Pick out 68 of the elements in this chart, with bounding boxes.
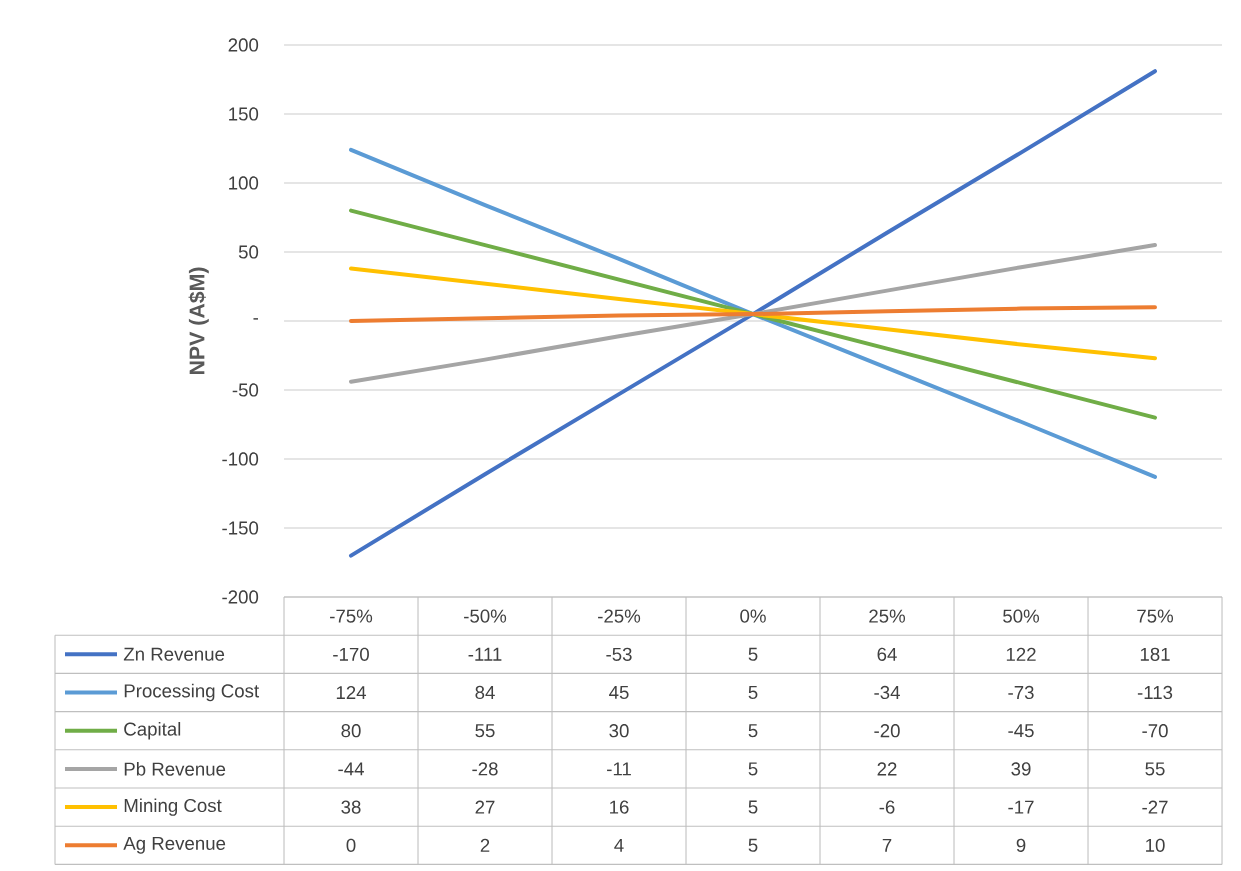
data-label: 5: [748, 647, 758, 661]
data-label: 55: [1145, 762, 1165, 776]
data-label: 38: [341, 800, 361, 814]
data-label: -27: [1142, 800, 1168, 814]
legend-label: Mining Cost: [124, 798, 222, 816]
data-label: 4: [614, 838, 624, 852]
line-series: [349, 243, 1157, 384]
data-label: 22: [877, 762, 897, 776]
data-label: 124: [336, 685, 367, 700]
data-label: 27: [475, 800, 495, 814]
data-label: 2: [480, 838, 490, 852]
data-label: 39: [1011, 762, 1031, 776]
data-label: -17: [1008, 800, 1034, 814]
y-tick-label: 200: [228, 38, 259, 52]
data-label: 5: [748, 685, 758, 700]
data-label: -20: [874, 724, 900, 738]
data-label: -11: [607, 762, 631, 776]
x-tick-label: 0%: [740, 609, 766, 623]
y-tick-label: -150: [222, 521, 259, 535]
y-tick-label: -200: [222, 590, 259, 604]
data-label: 0: [346, 838, 356, 852]
data-label: -45: [1008, 724, 1034, 738]
x-tick-label: 75%: [1137, 609, 1174, 623]
data-label: -28: [472, 762, 498, 776]
data-label: 5: [748, 800, 758, 814]
y-axis-title: NPV (A$M): [188, 267, 209, 375]
data-label: 45: [609, 685, 629, 700]
data-label: 7: [882, 838, 892, 852]
data-label: 5: [748, 762, 758, 776]
legend-label: Processing Cost: [124, 683, 260, 702]
data-label: 122: [1006, 647, 1036, 661]
data-label: 80: [341, 724, 361, 738]
x-tick-label: -75%: [330, 609, 373, 623]
y-tick-label: -50: [232, 383, 259, 397]
y-tick-label: 150: [229, 107, 259, 121]
data-label: 84: [475, 685, 495, 700]
legend-label: Pb Revenue: [124, 762, 226, 776]
data-label: -73: [1008, 685, 1034, 700]
legend-label: Capital: [124, 722, 181, 740]
data-label: -53: [606, 647, 632, 661]
data-label: 16: [610, 800, 629, 814]
data-label: 30: [609, 724, 629, 738]
data-label: 10: [1146, 838, 1165, 852]
x-tick-label: -50%: [464, 609, 507, 623]
line-series: [349, 69, 1157, 558]
y-tick-label: 50: [238, 245, 259, 259]
y-tick-label: -100: [222, 452, 259, 466]
x-tick-label: -25%: [598, 609, 641, 623]
data-label: 55: [475, 724, 495, 738]
y-tick-label: -: [253, 318, 259, 320]
y-tick-label: 100: [229, 176, 259, 190]
data-label: 64: [877, 647, 897, 661]
data-label: -6: [879, 800, 895, 814]
data-label: -34: [874, 685, 900, 700]
data-label: -44: [338, 762, 364, 776]
legend-label: Zn Revenue: [123, 647, 225, 661]
data-label: -70: [1142, 724, 1168, 738]
line-series: [349, 147, 1157, 479]
legend-label: Ag Revenue: [123, 836, 226, 854]
data-label: -113: [1137, 685, 1173, 700]
data-label: 5: [748, 724, 758, 738]
data-label: 181: [1140, 647, 1170, 661]
data-label: -170: [333, 647, 369, 661]
data-label: -111: [468, 647, 502, 661]
x-tick-label: 50%: [1003, 609, 1040, 623]
data-label: 5: [748, 838, 758, 852]
data-label: 9: [1016, 838, 1026, 852]
x-tick-label: 25%: [869, 609, 906, 623]
